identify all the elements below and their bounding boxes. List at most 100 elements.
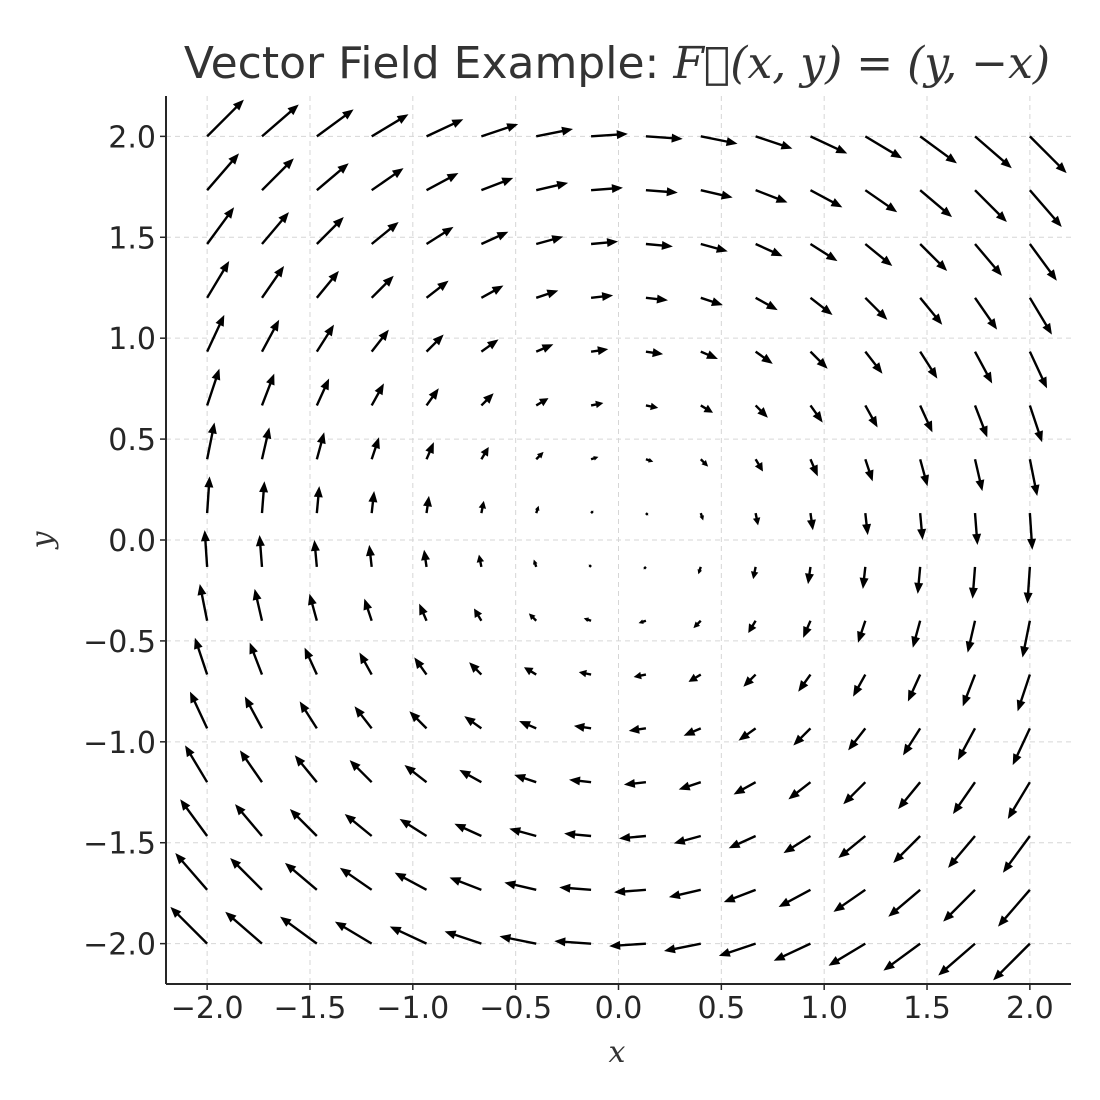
chart-title-formula: F⃗(x, y) = (y, −x) (672, 38, 1050, 89)
quiver-arrow (308, 593, 318, 622)
quiver-arrow (359, 652, 373, 676)
quiver-arrow (334, 921, 373, 945)
quiver-arrow (700, 189, 733, 200)
quiver-arrow (864, 350, 883, 374)
quiver-arrow (480, 393, 494, 407)
quiver-arrow (344, 813, 373, 837)
quiver-arrow (535, 126, 573, 138)
quiver-arrow (919, 297, 943, 325)
quiver-arrow (793, 727, 812, 746)
quiver-arrow (255, 535, 265, 568)
quiver-arrow (304, 647, 318, 676)
quiver-arrow (773, 942, 811, 961)
quiver-arrows (170, 99, 1067, 981)
quiver-arrow (803, 620, 812, 638)
quiver-arrow (628, 724, 647, 734)
quiver-arrow (206, 207, 235, 245)
quiver-arrow (697, 566, 702, 575)
quiver-arrow (673, 834, 702, 845)
quiver-arrow (919, 243, 948, 271)
quiver-arrow (294, 755, 318, 783)
quiver-arrow (170, 906, 208, 945)
quiver-arrow (535, 289, 559, 299)
quiver-arrow (590, 346, 609, 356)
quiver-arrow (898, 781, 922, 810)
quiver-arrow (809, 135, 848, 154)
quiver-arrow (1028, 351, 1048, 389)
quiver-arrow (943, 888, 976, 922)
quiver-arrow (315, 270, 339, 299)
quiver-arrow (370, 221, 399, 245)
quiver-arrow (754, 350, 773, 364)
quiver-arrow (404, 765, 428, 784)
quiver-arrow (394, 872, 428, 891)
quiver-arrow (645, 240, 673, 250)
quiver-arrow (426, 119, 464, 138)
quiver-arrow (809, 458, 818, 477)
quiver-arrow (252, 588, 264, 621)
quiver-arrow (645, 402, 659, 411)
quiver-arrow (965, 620, 977, 653)
quiver-arrow (778, 888, 812, 907)
quiver-arrow (828, 942, 866, 966)
quiver-arrow (583, 617, 592, 622)
quiver-arrow (805, 566, 814, 585)
quiver-arrow (919, 189, 953, 218)
quiver-arrow (848, 727, 867, 751)
quiver-arrow (888, 888, 921, 917)
quiver-arrow (480, 339, 499, 353)
quiver-arrow (962, 674, 977, 707)
quiver-arrow (833, 888, 867, 912)
quiver-arrow (194, 637, 209, 675)
y-axis-ticks: −2.0 −1.5 −1.0 −0.5 0.0 0.5 1.0 1.5 2.0 (83, 120, 166, 963)
quiver-arrow (728, 834, 757, 849)
quiver-arrow (590, 510, 594, 514)
quiver-arrow (919, 350, 938, 379)
quiver-arrow (783, 834, 812, 854)
quiver-arrow (578, 669, 592, 678)
quiver-arrow (864, 404, 878, 428)
quiver-arrow (535, 451, 544, 461)
quiver-arrow (528, 613, 538, 622)
quiver-arrow (1002, 835, 1031, 873)
quiver-arrow (389, 926, 428, 945)
quiver-arrow (668, 888, 702, 900)
quiver-arrow (480, 123, 519, 138)
quiver-arrow (564, 830, 592, 840)
quiver-arrow (718, 942, 757, 957)
quiver-arrow (519, 721, 537, 730)
quiver-arrow (409, 711, 428, 730)
quiver-arrow (370, 437, 380, 460)
quiver-arrow (743, 673, 757, 687)
quiver-arrow (754, 404, 768, 418)
quiver-arrow (206, 99, 244, 138)
quiver-arrow (1012, 727, 1031, 766)
quiver-arrow (974, 297, 998, 330)
quiver-arrow (289, 809, 318, 837)
quiver-arrow (1028, 405, 1043, 443)
quiver-arrow (480, 177, 514, 192)
x-tick-label: 0.0 (595, 991, 643, 1026)
quiver-arrow (476, 554, 485, 568)
y-tick-label: −1.5 (83, 827, 156, 862)
x-tick-label: −1.0 (376, 991, 449, 1026)
quiver-arrow (206, 153, 240, 191)
quiver-arrow (1029, 135, 1067, 174)
quiver-arrow (864, 458, 874, 482)
x-tick-label: 2.0 (1006, 991, 1054, 1026)
quiver-arrow (480, 285, 504, 299)
quiver-arrow (349, 760, 373, 784)
quiver-arrow (809, 242, 838, 262)
quiver-arrow (239, 750, 263, 783)
quiver-arrow (664, 942, 702, 954)
quiver-arrow (533, 559, 538, 568)
quiver-arrow (809, 189, 843, 208)
quiver-arrow (948, 835, 976, 868)
quiver-arrow (464, 716, 483, 730)
quiver-arrow (280, 916, 318, 945)
quiver-arrow (893, 835, 922, 863)
quiver-arrow (1028, 297, 1052, 335)
quiver-arrow (911, 620, 922, 648)
quiver-arrow (315, 217, 344, 245)
